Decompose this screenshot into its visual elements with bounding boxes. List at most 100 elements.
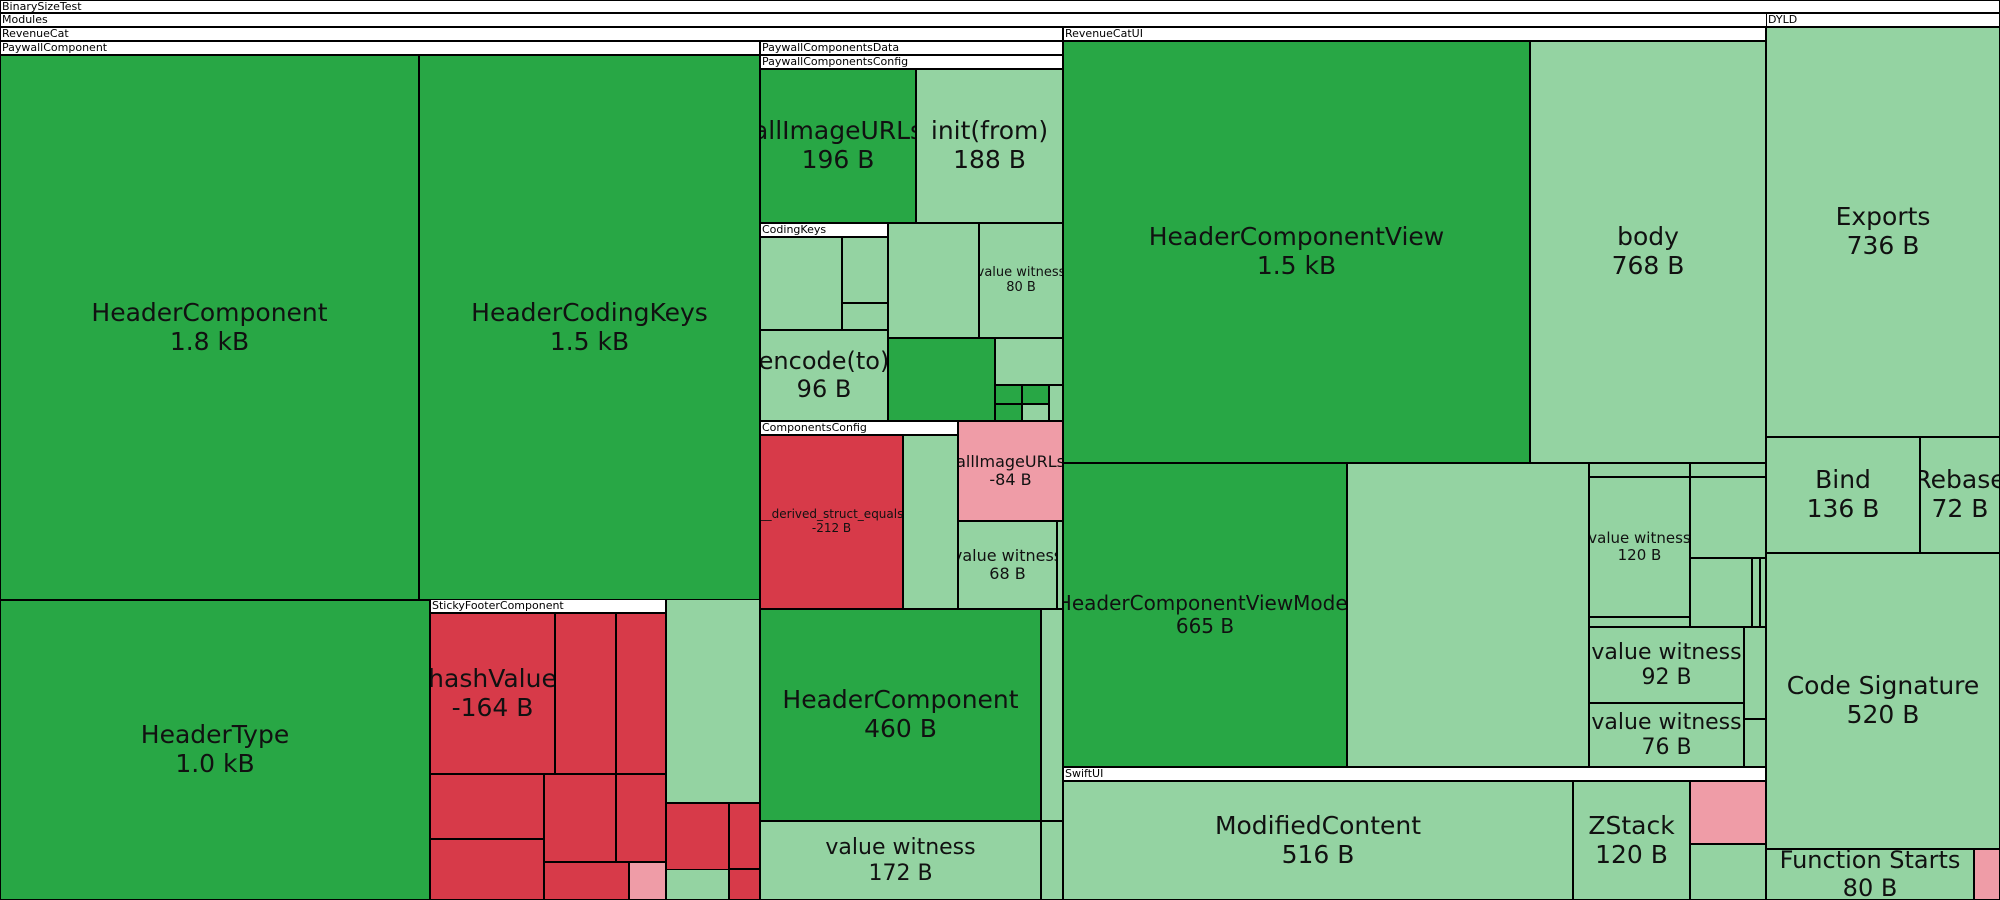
group-header-revenuecatui[interactable]: RevenueCatUI (1063, 27, 1766, 41)
group-header-swiftui[interactable]: SwiftUI (1063, 767, 1766, 781)
group-header-stickyfootercomponent[interactable]: StickyFooterComponent (430, 599, 666, 613)
cell-label: value witness (1589, 528, 1690, 547)
group-header-paywallcomponentsconfig[interactable]: PaywallComponentsConfig (760, 55, 1063, 69)
treemap-cell-headercomponent[interactable]: HeaderComponent 1.8 kB (0, 55, 419, 600)
treemap-cell[interactable] (888, 223, 979, 338)
treemap-cell[interactable] (760, 237, 842, 330)
treemap-cell-headertype[interactable]: HeaderType 1.0 kB (0, 600, 430, 900)
group-header-paywallcomponent[interactable]: PaywallComponent (0, 41, 760, 55)
treemap-cell[interactable] (729, 803, 760, 869)
treemap-cell[interactable] (1760, 558, 1766, 627)
treemap-cell[interactable] (995, 385, 1022, 404)
treemap-cell[interactable] (888, 338, 995, 421)
group-header-dyld[interactable]: DYLD (1766, 13, 2000, 27)
cell-value: 1.5 kB (549, 326, 630, 356)
cell-value: 188 B (953, 145, 1026, 174)
treemap-cell[interactable] (995, 338, 1063, 385)
cell-label: value witness (958, 545, 1057, 565)
treemap-cell[interactable] (995, 404, 1022, 421)
cell-label: encode(to) (760, 346, 888, 375)
treemap-cell[interactable] (1041, 821, 1063, 900)
treemap-cell[interactable] (903, 435, 958, 609)
treemap-cell-value-witness[interactable]: value witness 172 B (760, 821, 1041, 900)
treemap-cell[interactable] (1690, 844, 1766, 900)
cell-value: 96 B (796, 374, 852, 403)
treemap-cell-allimageurls[interactable]: allImageURLs 196 B (760, 69, 916, 223)
treemap-cell[interactable] (1690, 558, 1752, 627)
treemap-cell-encode-to[interactable]: encode(to) 96 B (760, 330, 888, 421)
cell-label: Exports (1835, 202, 1931, 232)
treemap-cell[interactable] (842, 237, 888, 303)
treemap-cell[interactable] (1589, 617, 1690, 627)
cell-label: value witness (825, 835, 976, 861)
cell-value: 120 B (1595, 839, 1668, 869)
cell-value: 736 B (1846, 231, 1920, 260)
treemap-cell-exports[interactable]: Exports 736 B (1766, 27, 2000, 437)
group-header-revenuecat[interactable]: RevenueCat (0, 27, 1063, 41)
treemap-cell[interactable] (1022, 385, 1049, 404)
treemap-cell-headercomponent[interactable]: HeaderComponent 460 B (760, 609, 1041, 821)
treemap-cell[interactable] (1690, 463, 1766, 477)
group-header-codingkeys[interactable]: CodingKeys (760, 223, 888, 237)
treemap-cell-allimageurls[interactable]: allImageURLs -84 B (958, 421, 1063, 521)
treemap-cell-value-witness[interactable]: value witness 80 B (979, 223, 1063, 338)
cell-label: body (1617, 222, 1679, 252)
cell-value: 92 B (1641, 665, 1692, 690)
group-header-binarysizetest[interactable]: BinarySizeTest (0, 0, 2000, 13)
treemap-cell[interactable] (666, 869, 729, 900)
treemap-cell[interactable] (1752, 558, 1760, 627)
treemap-cell[interactable] (1690, 781, 1766, 844)
treemap-cell[interactable] (1057, 521, 1063, 609)
group-header-paywallcomponentsdata[interactable]: PaywallComponentsData (760, 41, 1063, 55)
group-header-modules[interactable]: Modules (0, 13, 2000, 27)
treemap-cell-derived-struct-equals[interactable]: __derived_struct_equals -212 B (760, 435, 903, 609)
treemap-cell[interactable] (544, 862, 629, 900)
cell-label: HeaderCodingKeys (471, 297, 708, 327)
group-header-componentsconfig[interactable]: ComponentsConfig (760, 421, 958, 435)
treemap-cell[interactable] (1974, 849, 2000, 900)
cell-label: hashValue (430, 663, 555, 693)
treemap-cell-bind[interactable]: Bind 136 B (1766, 437, 1920, 553)
treemap-cell[interactable] (842, 303, 888, 330)
treemap-cell[interactable] (544, 774, 616, 862)
cell-value: 1.5 kB (1256, 251, 1337, 280)
treemap-cell[interactable] (616, 774, 666, 862)
treemap-cell[interactable] (1041, 609, 1063, 821)
treemap-cell-function-starts[interactable]: Function Starts 80 B (1766, 849, 1974, 900)
treemap-cell[interactable] (1744, 627, 1766, 719)
treemap-cell[interactable] (1690, 477, 1766, 558)
treemap-cell-zstack[interactable]: ZStack 120 B (1573, 781, 1690, 900)
treemap-cell-value-witness[interactable]: value witness 92 B (1589, 627, 1744, 703)
treemap-cell[interactable] (729, 869, 760, 900)
cell-value: 68 B (989, 564, 1026, 583)
treemap-cell[interactable] (666, 599, 760, 803)
treemap-cell[interactable] (616, 613, 666, 774)
cell-value: 1.0 kB (175, 749, 255, 778)
cell-value: 76 B (1641, 735, 1692, 760)
treemap-cell[interactable] (1049, 385, 1063, 421)
treemap-cell-value-witness[interactable]: value witness 68 B (958, 521, 1057, 609)
cell-label: value witness (979, 264, 1063, 280)
treemap-cell-value-witness[interactable]: value witness 120 B (1589, 477, 1690, 617)
cell-value: 520 B (1846, 700, 1920, 729)
treemap-cell-modifiedcontent[interactable]: ModifiedContent 516 B (1063, 781, 1573, 900)
treemap-cell[interactable] (1589, 463, 1690, 477)
treemap-cell[interactable] (1744, 719, 1766, 767)
cell-value: -164 B (451, 692, 534, 722)
treemap-cell[interactable] (1347, 463, 1589, 767)
treemap-cell[interactable] (555, 613, 616, 774)
cell-label: Bind (1815, 465, 1871, 495)
treemap-cell-headercomponentview[interactable]: HeaderComponentView 1.5 kB (1063, 41, 1530, 463)
treemap-cell-init-from[interactable]: init(from) 188 B (916, 69, 1063, 223)
treemap-cell-rebase[interactable]: Rebase72 B (1920, 437, 2000, 553)
treemap-cell[interactable] (1022, 404, 1049, 421)
treemap-cell-headercodingkeys[interactable]: HeaderCodingKeys 1.5 kB (419, 55, 760, 600)
treemap-cell-hashvalue[interactable]: hashValue -164 B (430, 613, 555, 774)
treemap-cell-value-witness[interactable]: value witness 76 B (1589, 703, 1744, 767)
treemap-cell[interactable] (430, 839, 544, 900)
treemap-cell-body[interactable]: body 768 B (1530, 41, 1766, 463)
treemap-cell[interactable] (629, 862, 666, 900)
treemap-cell[interactable] (430, 774, 544, 839)
treemap-cell-code-signature[interactable]: Code Signature 520 B (1766, 553, 2000, 849)
treemap-cell-headercomponentviewmodel[interactable]: HeaderComponentViewModel 665 B (1063, 463, 1347, 767)
